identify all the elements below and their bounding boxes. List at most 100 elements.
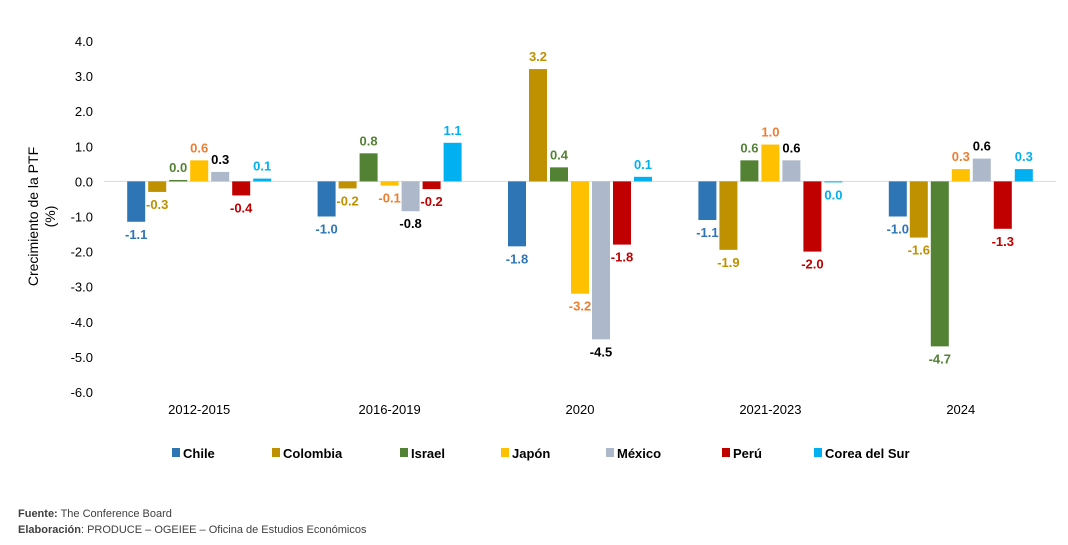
bar bbox=[317, 181, 336, 217]
data-label: 0.6 bbox=[782, 140, 800, 155]
y-tick-label: 2.0 bbox=[75, 104, 93, 119]
bar bbox=[380, 181, 399, 186]
legend-label: Japón bbox=[512, 446, 550, 461]
bar bbox=[211, 171, 230, 182]
y-axis-title-line: (%) bbox=[42, 206, 58, 228]
data-label: 0.3 bbox=[952, 149, 970, 164]
y-tick-label: 0.0 bbox=[75, 174, 93, 189]
bar bbox=[127, 181, 146, 222]
data-label: -1.8 bbox=[611, 250, 633, 265]
data-label: 0.6 bbox=[973, 139, 991, 154]
data-label: 0.1 bbox=[253, 159, 271, 174]
bar bbox=[782, 160, 801, 182]
bar bbox=[803, 181, 822, 252]
data-label: -0.8 bbox=[399, 216, 421, 231]
bar bbox=[888, 181, 907, 217]
made-by-label: Elaboración bbox=[18, 524, 81, 536]
y-tick-label: -3.0 bbox=[71, 280, 93, 295]
legend-item: Colombia bbox=[272, 446, 343, 461]
legend-swatch bbox=[400, 448, 408, 457]
legend-label: Perú bbox=[733, 446, 762, 461]
legend-label: Colombia bbox=[283, 446, 343, 461]
x-tick-label: 2024 bbox=[946, 402, 975, 417]
y-tick-label: -4.0 bbox=[71, 315, 93, 330]
data-label: -4.5 bbox=[590, 344, 612, 359]
source-note: Fuente: The Conference Board bbox=[18, 508, 172, 520]
x-axis-ticks: 2012-2015 2016-2019 2020 2021-2023 2024 bbox=[168, 402, 975, 417]
legend-swatch bbox=[501, 448, 509, 457]
y-axis-title: Crecimiento de la PTF (%) bbox=[25, 147, 58, 286]
legend-swatch bbox=[722, 448, 730, 457]
data-label: 0.6 bbox=[190, 140, 208, 155]
data-label: 0.6 bbox=[740, 140, 758, 155]
y-axis-ticks: 4.0 3.0 2.0 1.0 0.0 -1.0 -2.0 -3.0 -4.0 -5.0 -6.0 bbox=[71, 34, 93, 400]
bar bbox=[169, 179, 188, 182]
data-label: 0.0 bbox=[169, 160, 187, 175]
source-label: Fuente: bbox=[18, 508, 58, 520]
made-by-text: : PRODUCE – OGEIEE – Oficina de Estudios… bbox=[80, 524, 367, 536]
legend-label: Israel bbox=[411, 446, 445, 461]
data-label: 3.2 bbox=[529, 49, 547, 64]
data-label: -0.2 bbox=[420, 194, 442, 209]
bar bbox=[761, 144, 780, 182]
data-label: 0.1 bbox=[634, 157, 652, 172]
data-label: -1.6 bbox=[908, 243, 930, 258]
legend-swatch bbox=[606, 448, 614, 457]
legend-item: Israel bbox=[400, 446, 445, 461]
legend-swatch bbox=[272, 448, 280, 457]
legend-label: México bbox=[617, 446, 661, 461]
data-label: -1.0 bbox=[887, 222, 909, 237]
data-label: -1.9 bbox=[717, 255, 739, 270]
data-label: -1.0 bbox=[315, 222, 337, 237]
bar bbox=[401, 181, 420, 212]
bar bbox=[529, 69, 547, 182]
legend-swatch bbox=[814, 448, 822, 457]
y-tick-label: -2.0 bbox=[71, 245, 93, 260]
data-label: -1.3 bbox=[992, 234, 1014, 249]
data-label: -1.1 bbox=[696, 225, 718, 240]
data-label: -4.7 bbox=[929, 351, 951, 366]
bar bbox=[613, 181, 631, 245]
bar bbox=[740, 160, 759, 182]
legend-item: Chile bbox=[172, 446, 215, 461]
legend-item: Japón bbox=[501, 446, 550, 461]
data-label: 0.0 bbox=[824, 187, 842, 202]
data-label: -2.0 bbox=[801, 257, 823, 272]
legend-item: México bbox=[606, 446, 661, 461]
legend: Chile Colombia Israel Japón México Perú Corea … bbox=[172, 446, 910, 461]
data-label: -3.2 bbox=[569, 299, 591, 314]
bar bbox=[190, 160, 209, 182]
data-label: -1.8 bbox=[506, 251, 528, 266]
source-text: The Conference Board bbox=[57, 508, 172, 520]
bar bbox=[550, 167, 568, 182]
legend-label: Chile bbox=[183, 446, 215, 461]
x-tick-label: 2021-2023 bbox=[739, 402, 801, 417]
y-tick-label: -1.0 bbox=[71, 210, 93, 225]
bar bbox=[508, 181, 526, 247]
legend-item: Corea del Sur bbox=[814, 446, 910, 461]
bars-group bbox=[127, 69, 1033, 347]
data-labels-group: -1.1-0.30.00.60.3-0.40.1-1.0-0.20.8-0.1-… bbox=[125, 49, 1033, 366]
data-label: -0.1 bbox=[378, 191, 400, 206]
bar bbox=[972, 158, 991, 182]
legend-item: Perú bbox=[722, 446, 762, 461]
bar bbox=[571, 181, 589, 294]
x-tick-label: 2020 bbox=[566, 402, 595, 417]
y-tick-label: 3.0 bbox=[75, 69, 93, 84]
y-tick-label: 1.0 bbox=[75, 139, 93, 154]
bar bbox=[951, 169, 970, 182]
data-label: -1.1 bbox=[125, 227, 147, 242]
x-tick-label: 2016-2019 bbox=[359, 402, 421, 417]
bar bbox=[909, 181, 928, 238]
bar bbox=[1014, 169, 1033, 182]
made-by-note: Elaboración: PRODUCE – OGEIEE – Oficina … bbox=[18, 524, 366, 536]
y-tick-label: -6.0 bbox=[71, 385, 93, 400]
data-label: 0.3 bbox=[1015, 149, 1033, 164]
bar bbox=[359, 153, 378, 182]
data-label: -0.2 bbox=[336, 193, 358, 208]
y-axis-title-line: Crecimiento de la PTF bbox=[25, 147, 41, 286]
bar bbox=[930, 181, 949, 347]
legend-label: Corea del Sur bbox=[825, 446, 910, 461]
data-label: 0.4 bbox=[550, 147, 569, 162]
data-label: 0.8 bbox=[360, 133, 378, 148]
